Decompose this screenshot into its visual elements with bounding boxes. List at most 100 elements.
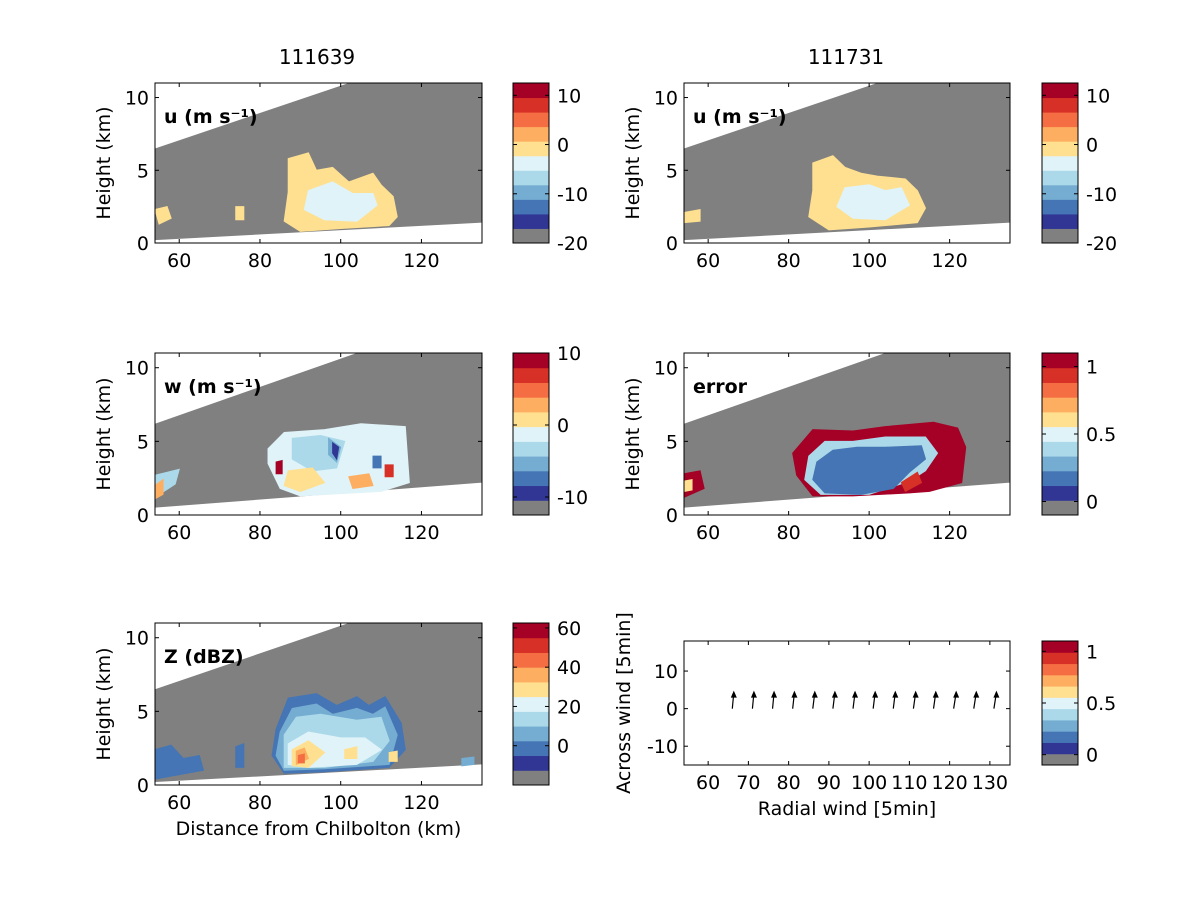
- colorbar-tick-label: 0: [557, 135, 569, 157]
- wind-arrow-head: [730, 690, 737, 698]
- colorbar-segment: [1042, 353, 1078, 369]
- y-tick-label: 5: [137, 431, 149, 453]
- colorbar-segment: [1042, 753, 1078, 766]
- colorbar-segment: [513, 755, 549, 771]
- wind-arrow-head: [771, 690, 778, 698]
- plot-area: [155, 623, 482, 785]
- colorbar-segment: [513, 397, 549, 413]
- colorbar-segment: [1042, 686, 1078, 698]
- colorbar-segment: [1042, 470, 1078, 487]
- colorbar-segment: [513, 170, 549, 186]
- y-axis-label: Height (km): [622, 377, 644, 490]
- data-region: [155, 206, 172, 225]
- y-tick-label: 0: [666, 233, 678, 255]
- colorbar-segment: [513, 199, 549, 215]
- y-tick-label: 0: [666, 699, 678, 721]
- axes-frame: [683, 640, 1011, 766]
- beam-sector: [684, 83, 1010, 241]
- data-region: [155, 478, 164, 500]
- colorbar-segment: [513, 441, 549, 457]
- colorbar-segment: [1042, 731, 1078, 743]
- data-region: [812, 445, 927, 495]
- colorbar: 10 0 -10 -20: [512, 82, 588, 255]
- colorbar-segment: [513, 623, 549, 639]
- data-region: [275, 459, 283, 475]
- colorbar: 10 0 -10 -20: [1041, 82, 1117, 255]
- panel-annotation: w (m s⁻¹): [164, 376, 262, 398]
- colorbar-segment: [1042, 485, 1078, 501]
- colorbar: 10 0 -10: [512, 343, 588, 516]
- colorbar-segment: [1042, 382, 1078, 398]
- data-region: [384, 464, 394, 478]
- colorbar-frame: [512, 82, 550, 244]
- colorbar-segment: [1042, 184, 1078, 200]
- colorbar-tick-label: -10: [557, 487, 588, 509]
- colorbar: 10.50: [1041, 640, 1116, 767]
- plot-area: [684, 641, 1010, 765]
- y-tick-label: 5: [666, 160, 678, 182]
- plot-area: [155, 83, 482, 243]
- y-tick-label: 10: [654, 88, 678, 110]
- y-tick-label: 5: [666, 431, 678, 453]
- colorbar-segment: [1042, 97, 1078, 113]
- colorbar-tick-label: 10: [557, 85, 581, 107]
- wind-arrow-head: [872, 690, 879, 698]
- y-axis-label: Height (km): [93, 106, 115, 219]
- wind-arrow-head: [912, 690, 919, 698]
- wind-arrow-head: [993, 690, 1000, 698]
- colorbar-tick-label: -10: [557, 184, 588, 206]
- colorbar-segment: [1042, 213, 1078, 229]
- colorbar-segment: [513, 112, 549, 128]
- colorbar-segment: [1042, 742, 1078, 755]
- data-region: [155, 744, 205, 780]
- y-tick-label: 0: [137, 233, 149, 255]
- x-tick-label: 60: [167, 250, 191, 272]
- colorbar-segment: [513, 426, 549, 442]
- data-region: [283, 467, 326, 492]
- y-axis-label: Height (km): [93, 377, 115, 490]
- x-tick-label: 130: [972, 772, 1008, 794]
- colorbar-segment: [513, 353, 549, 369]
- x-tick-label: 100: [323, 250, 359, 272]
- x-tick-label: 120: [931, 522, 967, 544]
- data-region: [836, 184, 911, 221]
- colorbar-segment: [513, 740, 549, 757]
- y-tick-label: 0: [666, 505, 678, 527]
- wind-arrow-head: [852, 690, 859, 698]
- plot-area: [155, 353, 482, 515]
- x-tick-label: 90: [817, 772, 841, 794]
- colorbar-segment: [513, 382, 549, 398]
- colorbar-segment: [513, 184, 549, 200]
- x-tick-label: 120: [403, 522, 439, 544]
- x-tick-label: 100: [323, 522, 359, 544]
- colorbar-frame: [512, 622, 550, 786]
- x-tick-label: 120: [403, 250, 439, 272]
- colorbar-segment: [1042, 500, 1078, 516]
- colorbar-segment: [513, 367, 549, 383]
- colorbar-frame: [512, 352, 550, 516]
- plot-area: [684, 83, 1010, 243]
- wind-arrow-head: [831, 690, 838, 698]
- colorbar-tick-label: 0: [1086, 492, 1098, 514]
- y-tick-label: 10: [125, 628, 149, 650]
- colorbar-segment: [513, 228, 549, 244]
- colorbar-segment: [1042, 411, 1078, 428]
- plot-area: [684, 353, 1010, 515]
- colorbar-segment: [1042, 199, 1078, 215]
- x-tick-label: 120: [931, 772, 967, 794]
- data-region: [461, 756, 475, 767]
- colorbar-tick-label: 60: [557, 618, 581, 640]
- colorbar-segment: [513, 141, 549, 157]
- data-region: [900, 471, 923, 493]
- right-column-title: 111731: [808, 45, 884, 69]
- panel-annotation: Z (dBZ): [164, 646, 244, 668]
- colorbar-tick-label: -10: [1086, 184, 1117, 206]
- x-tick-label: 80: [777, 772, 801, 794]
- colorbar-segment: [513, 485, 549, 501]
- data-region: [332, 441, 340, 461]
- colorbar-segment: [1042, 397, 1078, 413]
